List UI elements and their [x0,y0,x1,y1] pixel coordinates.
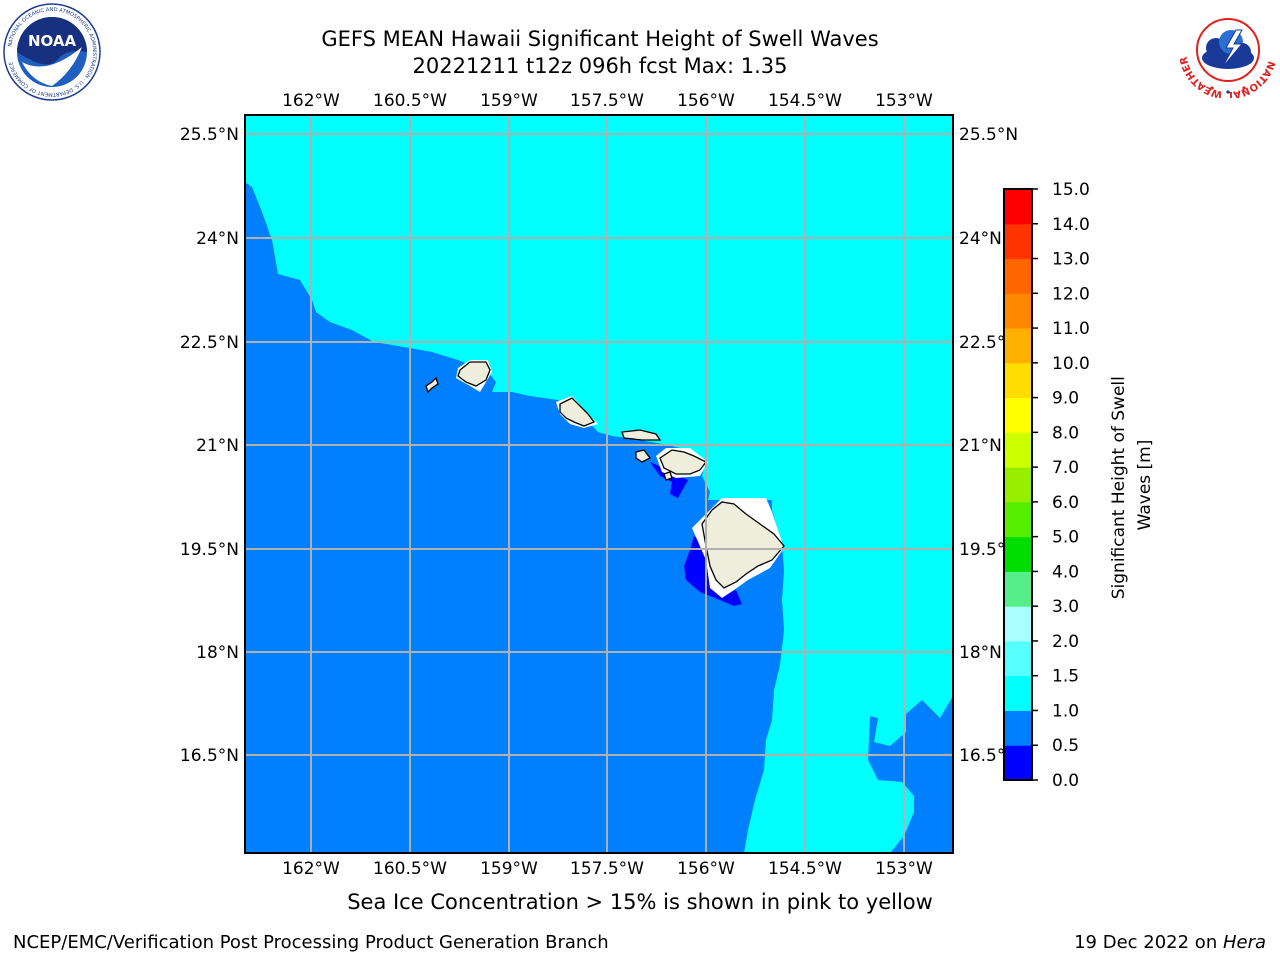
lon-label: 153°W [875,859,933,879]
colorbar-tick-label: 6.0 [1052,493,1079,513]
colorbar-segment [1004,362,1032,399]
colorbar-segment [1004,710,1032,746]
island-lanai [635,449,651,463]
graticule [245,115,953,853]
colorbar-tick-label: 14.0 [1052,215,1090,235]
lon-label: 157.5°W [570,859,644,879]
colorbar-tick-label: 10.0 [1052,354,1090,374]
colorbar-segment [1004,606,1032,642]
longitude-labels-bottom: 162°W 160.5°W 159°W 157.5°W 156°W 154.5°… [282,859,933,879]
colorbar-tick-label: 12.0 [1052,284,1090,304]
lon-label: 153°W [875,91,933,111]
lon-label: 154.5°W [768,859,842,879]
lat-label: 24°N [959,229,1002,249]
lon-label: 159°W [480,91,538,111]
noaa-logo-icon: NATIONAL OCEANIC AND ATMOSPHERIC ADMINIS… [3,3,101,101]
lat-label: 18°N [959,643,1002,663]
lon-label: 154.5°W [768,91,842,111]
colorbar-segment [1004,467,1032,503]
colorbar-tick-label: 9.0 [1052,389,1079,409]
colorbar-segment [1004,675,1032,711]
lat-label: 24°N [196,229,239,249]
lon-label: 159°W [480,859,538,879]
footer-date-text: 19 Dec 2022 on [1074,932,1223,953]
colorbar-tick-label: 11.0 [1052,319,1090,339]
colorbar-segment [1004,258,1032,294]
colorbar-segment [1004,223,1032,260]
lat-label: 25.5°N [959,125,1018,145]
colorbar-tick-label: 4.0 [1052,562,1079,582]
colorbar-tick-label: 13.0 [1052,250,1090,270]
colorbar-label-line1: Significant Height of Swell [1109,376,1129,599]
longitude-labels-top: 162°W 160.5°W 159°W 157.5°W 156°W 154.5°… [282,91,933,111]
sea-ice-caption: Sea Ice Concentration > 15% is shown in … [347,890,933,914]
lat-label: 22.5°N [180,333,239,353]
lat-label: 21°N [196,436,239,456]
colorbar-tick-label: 15.0 [1052,180,1090,200]
lat-label: 18°N [196,643,239,663]
colorbar-tick-label: 2.0 [1052,632,1079,652]
island-maui [659,449,707,475]
colorbar-tick-label: 3.0 [1052,597,1079,617]
lon-label: 157.5°W [570,91,644,111]
swell-band-0-0.5-maui [650,462,688,498]
footer-credit: NCEP/EMC/Verification Post Processing Pr… [13,932,609,953]
colorbar-segment [1004,640,1032,677]
lat-label: 21°N [959,436,1002,456]
island-molokai [621,429,662,441]
island-kahoolawe [663,471,673,481]
colorbar-tick-label: 8.0 [1052,423,1079,443]
colorbar-tick-label: 1.5 [1052,667,1079,687]
colorbar-tick-label: 1.0 [1052,701,1079,721]
colorbar-tick-label: 0.5 [1052,736,1079,756]
colorbar-segment [1004,501,1032,538]
islands [425,361,785,589]
swell-band-0-0.5-kona [684,536,742,606]
colorbar-tick-label: 7.0 [1052,458,1079,478]
colorbar-segment [1004,432,1032,468]
map-frame [244,114,954,854]
latitude-labels-left: 25.5°N 24°N 22.5°N 21°N 19.5°N 18°N 16.5… [180,125,239,766]
colorbar-segment [1004,293,1032,329]
island-kauai [457,361,491,387]
colorbar-segment [1004,536,1032,572]
lon-label: 162°W [282,91,340,111]
lon-label: 160.5°W [373,91,447,111]
lat-label: 16.5°N [180,746,239,766]
colorbar-segment [1004,328,1032,364]
colorbar-segment [1004,571,1032,607]
colorbar-label-line2: Waves [m] [1135,440,1155,531]
swell-band-0.5-1 [245,182,784,853]
lon-label: 160.5°W [373,859,447,879]
nws-logo-icon: NATIONAL WEATHER SERVICE [1176,0,1276,98]
lat-label: 25.5°N [180,125,239,145]
island-niihau [425,376,439,394]
noaa-logo-text: NOAA [28,32,77,50]
colorbar-segment [1004,397,1032,433]
footer-host: Hera [1222,932,1266,953]
colorbar-segment [1004,745,1032,781]
colorbar-frame [1003,188,1033,781]
colorbar-segment [1004,189,1032,225]
colorbar: 0.0 0.5 1.0 1.5 2.0 3.0 4.0 5.0 6.0 7.0 8.0 9.0 10.0… [1003,180,1090,791]
colorbar-tick-label: 0.0 [1052,771,1079,791]
colorbar-tick-label: 5.0 [1052,528,1079,548]
island-oahu [559,397,596,427]
island-hawaii [701,501,785,589]
lon-label: 156°W [677,91,735,111]
footer-date: 19 Dec 2022 on Hera [1074,932,1266,953]
lon-label: 162°W [282,859,340,879]
lon-label: 156°W [677,859,735,879]
forecast-subtitle: 20221211 t12z 096h fcst Max: 1.35 [412,54,788,78]
map-title: GEFS MEAN Hawaii Significant Height of S… [321,27,879,51]
swell-band-0.5-1-southeast [868,696,953,853]
lat-label: 19.5°N [180,540,239,560]
colorbar-label: Significant Height of Swell Waves [m] [1109,371,1155,600]
